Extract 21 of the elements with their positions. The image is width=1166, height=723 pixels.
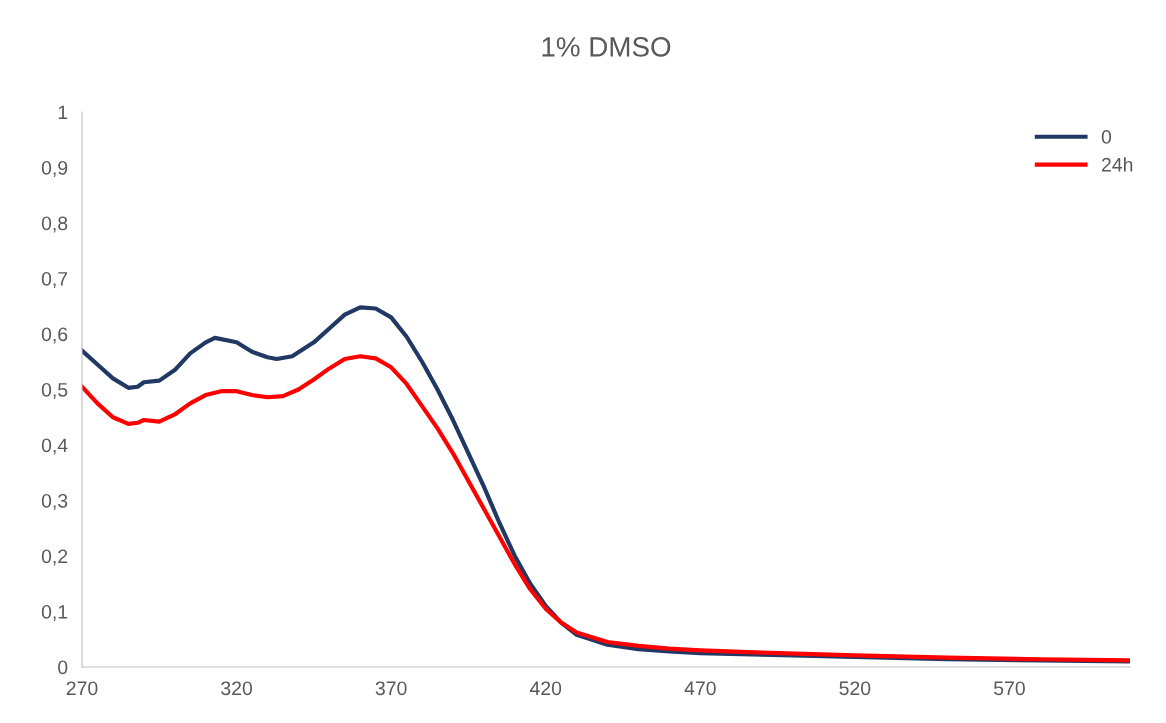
- y-tick-label: 0,6: [41, 327, 68, 344]
- y-tick-label: 0,4: [41, 438, 68, 455]
- x-tick-label: 420: [529, 681, 562, 696]
- x-tick-label: 370: [375, 681, 407, 696]
- y-tick-label: 0,2: [41, 549, 68, 566]
- y-tick-label: 0,1: [41, 604, 68, 622]
- x-tick-label: 320: [221, 681, 253, 696]
- y-tick-label: 1: [58, 105, 68, 120]
- x-tick-label: 270: [66, 681, 98, 696]
- y-tick-label: 0,5: [41, 382, 68, 400]
- y-tick-label: 0,8: [41, 216, 68, 233]
- y-tick-label: 0,9: [41, 160, 68, 178]
- x-tick-label: 520: [839, 681, 871, 696]
- y-tick-label: 0: [58, 660, 68, 675]
- x-tick-label: 570: [993, 681, 1025, 696]
- y-tick-label: 0,3: [41, 493, 68, 511]
- chart-title: 1% DMSO: [542, 37, 671, 57]
- y-tick-label: 0,7: [41, 271, 68, 289]
- x-tick-label: 470: [684, 681, 716, 696]
- legend-label: 0: [1101, 130, 1112, 144]
- legend-label: 24h: [1102, 157, 1133, 172]
